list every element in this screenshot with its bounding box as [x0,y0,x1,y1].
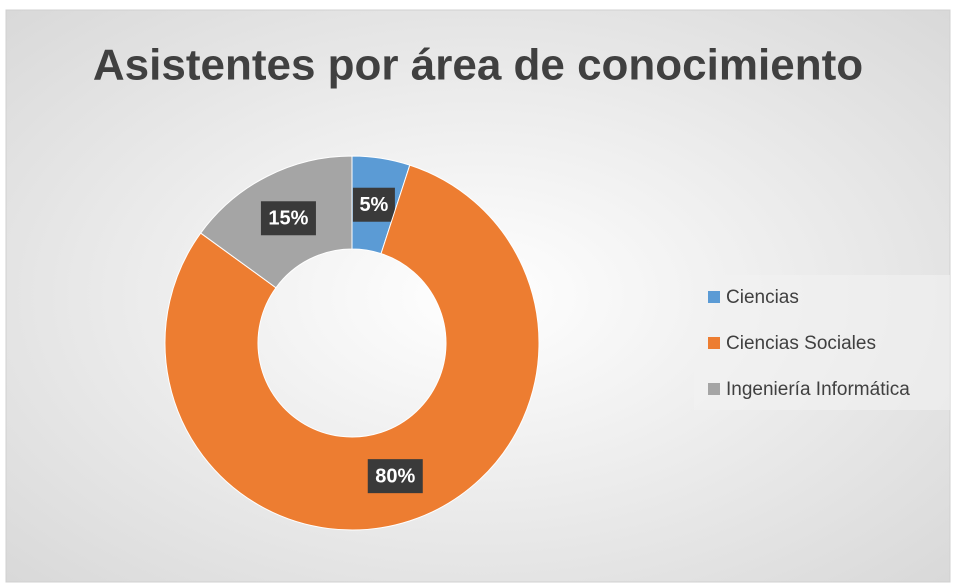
legend-swatch [708,383,720,395]
data-label: 15% [268,208,308,230]
legend-swatch [708,291,720,303]
donut-slice [164,164,540,531]
data-label: 80% [375,465,415,487]
legend-label: Ciencias [726,287,799,308]
legend-box [694,275,950,410]
data-label-box [367,459,423,494]
chart-title: Asistentes por área de conocimiento [93,41,863,90]
legend-label: Ciencias Sociales [726,333,876,354]
legend-label: Ingeniería Informática [726,379,910,400]
data-label-box [352,187,395,222]
data-label: 5% [359,194,388,216]
legend-swatch [708,337,720,349]
data-label-box [260,201,316,236]
